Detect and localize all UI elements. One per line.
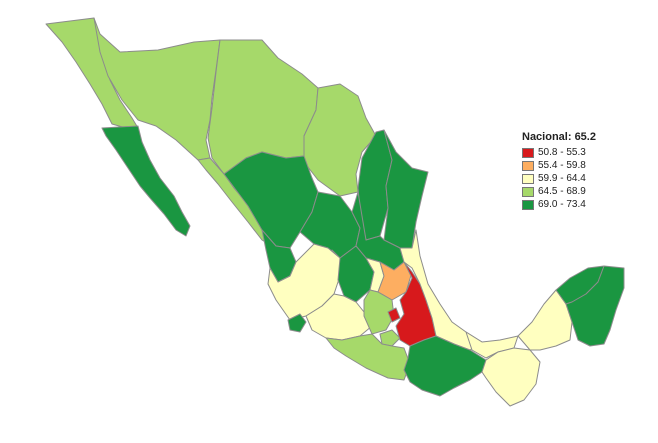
legend-label: 55.4 - 59.8 bbox=[538, 160, 586, 171]
legend-label: 59.9 - 64.4 bbox=[538, 173, 586, 184]
state-sonora bbox=[93, 17, 221, 161]
state-morelos bbox=[379, 329, 401, 347]
legend-swatch bbox=[522, 147, 534, 158]
legend-item: 69.0 - 73.4 bbox=[522, 198, 596, 211]
legend-swatch bbox=[522, 186, 534, 197]
legend-item: 59.9 - 64.4 bbox=[522, 172, 596, 185]
state-tamaulipas bbox=[383, 129, 429, 249]
legend-label: 50.8 - 55.3 bbox=[538, 147, 586, 158]
state-baja-california-sur bbox=[101, 125, 191, 237]
legend: Nacional: 65.2 50.8 - 55.3 55.4 - 59.8 5… bbox=[522, 131, 596, 211]
legend-item: 55.4 - 59.8 bbox=[522, 159, 596, 172]
state-coahuila bbox=[303, 83, 377, 197]
state-estado-de-mexico bbox=[363, 289, 395, 335]
legend-swatch bbox=[522, 199, 534, 210]
state-guerrero bbox=[325, 333, 411, 381]
legend-swatch bbox=[522, 173, 534, 184]
state-oaxaca bbox=[403, 335, 487, 397]
legend-item: 50.8 - 55.3 bbox=[522, 146, 596, 159]
state-chiapas bbox=[481, 347, 541, 407]
legend-title: Nacional: 65.2 bbox=[522, 131, 596, 143]
legend-label: 69.0 - 73.4 bbox=[538, 199, 586, 210]
legend-swatch bbox=[522, 160, 534, 171]
legend-item: 64.5 - 68.9 bbox=[522, 185, 596, 198]
state-ciudad-de-mexico bbox=[387, 307, 401, 323]
legend-label: 64.5 - 68.9 bbox=[538, 186, 586, 197]
state-colima bbox=[287, 313, 307, 333]
state-quintana-roo bbox=[565, 265, 625, 347]
